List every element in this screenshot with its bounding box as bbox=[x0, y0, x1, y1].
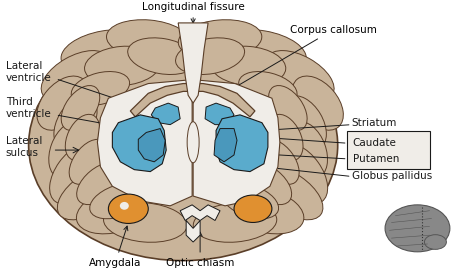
Ellipse shape bbox=[61, 86, 100, 130]
Text: Longitudinal fissure: Longitudinal fissure bbox=[142, 2, 245, 23]
Polygon shape bbox=[180, 205, 220, 221]
Ellipse shape bbox=[234, 195, 272, 222]
Ellipse shape bbox=[57, 166, 124, 220]
Ellipse shape bbox=[257, 166, 323, 220]
Ellipse shape bbox=[276, 143, 328, 204]
Ellipse shape bbox=[269, 114, 303, 160]
Polygon shape bbox=[98, 80, 192, 206]
Polygon shape bbox=[178, 23, 208, 103]
Ellipse shape bbox=[120, 202, 129, 210]
Ellipse shape bbox=[226, 188, 304, 234]
Ellipse shape bbox=[221, 183, 279, 219]
Ellipse shape bbox=[128, 38, 197, 75]
Ellipse shape bbox=[424, 235, 447, 249]
Text: Striatum: Striatum bbox=[352, 118, 397, 128]
Ellipse shape bbox=[37, 76, 88, 130]
Ellipse shape bbox=[69, 139, 108, 184]
Ellipse shape bbox=[49, 122, 88, 178]
Ellipse shape bbox=[109, 194, 148, 224]
Ellipse shape bbox=[103, 203, 187, 242]
Polygon shape bbox=[112, 115, 166, 172]
Text: Globus pallidus: Globus pallidus bbox=[352, 170, 432, 180]
Ellipse shape bbox=[283, 96, 327, 150]
Ellipse shape bbox=[76, 188, 155, 234]
Polygon shape bbox=[205, 103, 234, 125]
Text: Third
ventricle: Third ventricle bbox=[6, 97, 52, 119]
Polygon shape bbox=[138, 128, 165, 162]
Ellipse shape bbox=[77, 162, 124, 205]
Text: Lateral
sulcus: Lateral sulcus bbox=[6, 136, 42, 158]
Ellipse shape bbox=[178, 20, 262, 59]
Text: Caudate: Caudate bbox=[353, 138, 397, 148]
Ellipse shape bbox=[244, 162, 292, 205]
Text: Amygdala: Amygdala bbox=[89, 226, 142, 268]
Ellipse shape bbox=[292, 76, 343, 130]
Ellipse shape bbox=[41, 51, 110, 101]
Ellipse shape bbox=[54, 96, 97, 150]
Ellipse shape bbox=[71, 72, 129, 105]
Ellipse shape bbox=[187, 122, 199, 163]
Ellipse shape bbox=[107, 20, 190, 59]
Polygon shape bbox=[151, 103, 180, 125]
Ellipse shape bbox=[288, 122, 328, 178]
Polygon shape bbox=[214, 128, 237, 162]
Ellipse shape bbox=[193, 203, 277, 242]
Ellipse shape bbox=[61, 30, 150, 75]
Ellipse shape bbox=[65, 114, 100, 160]
Ellipse shape bbox=[269, 86, 307, 130]
Text: Corpus callosum: Corpus callosum bbox=[231, 25, 377, 89]
Text: Lateral
ventricle: Lateral ventricle bbox=[6, 61, 52, 82]
Ellipse shape bbox=[210, 46, 286, 86]
Ellipse shape bbox=[175, 38, 245, 75]
Text: Optic chiasm: Optic chiasm bbox=[166, 232, 234, 268]
Ellipse shape bbox=[265, 51, 334, 101]
Ellipse shape bbox=[84, 46, 160, 86]
Ellipse shape bbox=[385, 205, 450, 252]
Ellipse shape bbox=[28, 30, 337, 261]
Ellipse shape bbox=[50, 143, 101, 204]
Polygon shape bbox=[186, 221, 200, 242]
Polygon shape bbox=[193, 80, 280, 206]
Polygon shape bbox=[216, 115, 268, 172]
Ellipse shape bbox=[261, 139, 299, 184]
FancyBboxPatch shape bbox=[346, 131, 430, 169]
Ellipse shape bbox=[218, 30, 306, 75]
Ellipse shape bbox=[90, 183, 147, 219]
Polygon shape bbox=[130, 84, 255, 117]
Ellipse shape bbox=[239, 72, 297, 105]
Text: Putamen: Putamen bbox=[353, 154, 399, 164]
